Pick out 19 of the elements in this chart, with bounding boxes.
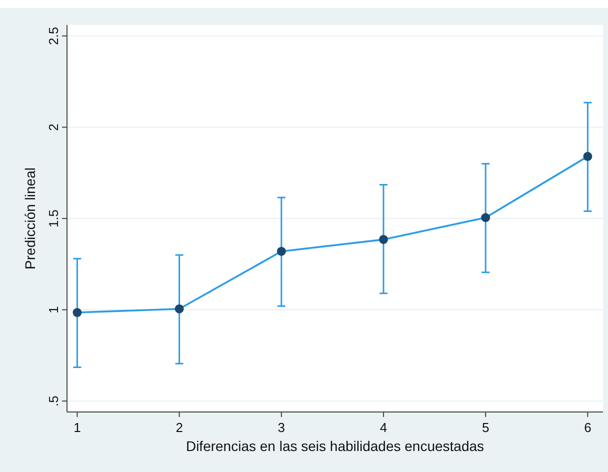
y-tick-label: 2 [46, 124, 61, 131]
point [378, 234, 388, 244]
point [174, 304, 184, 314]
y-tick-label: 1.5 [46, 209, 61, 228]
point [276, 246, 286, 256]
y-tick-label: .5 [46, 396, 61, 406]
x-tick-label: 5 [482, 420, 490, 435]
x-tick-label: 4 [380, 420, 388, 435]
point [72, 308, 82, 318]
x-tick-label: 3 [278, 420, 286, 435]
point [583, 152, 592, 161]
y-tick-label: 1 [46, 306, 61, 314]
x-axis-title: Diferencias en las seis habilidades encuestadas [186, 438, 484, 454]
x-tick-label: 6 [584, 420, 592, 435]
y-tick-label: 2.5 [46, 26, 61, 45]
x-tick-label: 1 [74, 420, 81, 435]
y-axis-title: Predicción lineal [22, 168, 38, 270]
x-tick-label: 2 [176, 420, 183, 435]
point [481, 213, 490, 222]
